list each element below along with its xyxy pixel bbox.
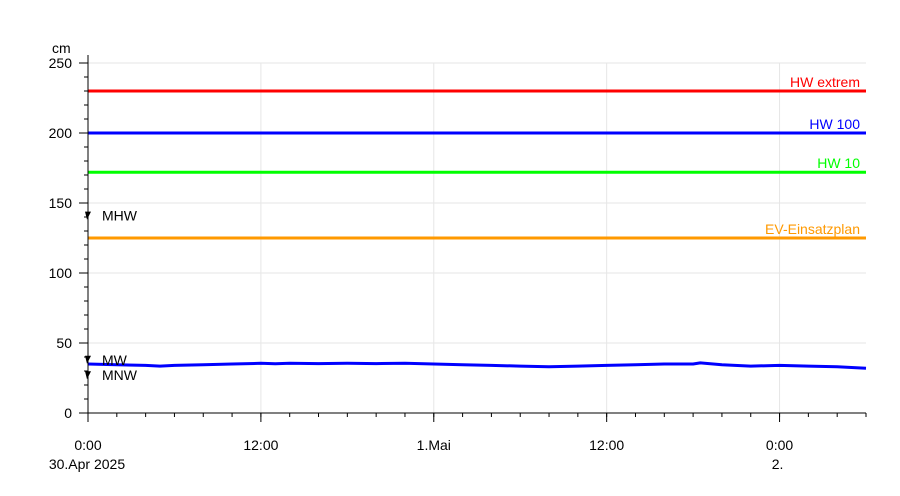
threshold-lines: HW extrem HW 100 HW 10 EV-Einsatzplan: [88, 74, 866, 240]
series-layer: [87, 361, 867, 370]
x-tick-label: 0:00: [766, 437, 793, 453]
x-tick-label: 1.Mai: [417, 437, 451, 453]
y-tick-label: 250: [49, 55, 73, 71]
x-tick-sublabel: 30.Apr 2025: [49, 456, 125, 472]
y-tick-label: 100: [49, 265, 73, 281]
threshold-label: EV-Einsatzplan: [765, 221, 860, 237]
level-marker-triangle: [85, 371, 91, 380]
axes: 0 50 100 150 200 250 0:00 30.Apr 2025 12:00 1.Mai…: [49, 55, 867, 472]
threshold-label: HW 100: [809, 116, 860, 132]
threshold-label: HW 10: [817, 155, 860, 171]
y-tick-label: 0: [64, 405, 72, 421]
level-marker-label: MW: [102, 352, 128, 368]
y-axis-unit-label: cm: [52, 40, 71, 56]
level-marker-label: MNW: [102, 367, 138, 383]
level-marker-triangle: [85, 211, 91, 220]
level-marker-label: MHW: [102, 208, 138, 224]
water-level-series-line: [87, 361, 867, 370]
y-tick-label: 150: [49, 195, 73, 211]
x-tick-label: 0:00: [74, 437, 101, 453]
y-tick-label: 200: [49, 125, 73, 141]
x-tick-label: 12:00: [589, 437, 624, 453]
x-tick-sublabel: 2.: [772, 456, 784, 472]
x-tick-label: 12:00: [243, 437, 278, 453]
y-tick-label: 50: [56, 335, 72, 351]
threshold-label: HW extrem: [790, 74, 860, 90]
level-marker-triangle: [85, 355, 91, 364]
